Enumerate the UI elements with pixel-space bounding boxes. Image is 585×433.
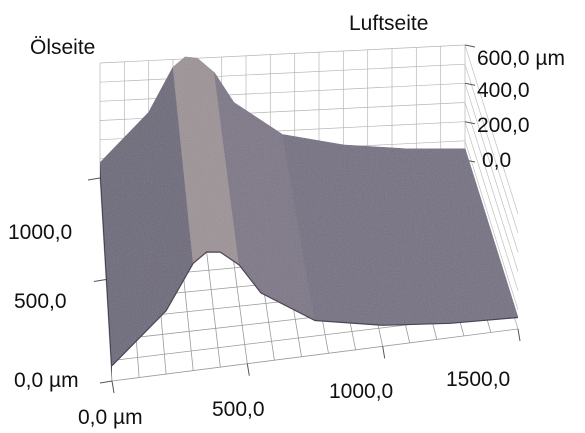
x-tick-label: 0,0 µm	[78, 406, 143, 429]
y-tick-mark	[99, 380, 113, 384]
y-tick-label: 0,0 µm	[14, 369, 79, 392]
surface-front-edge	[111, 251, 519, 367]
wall-grid-line	[464, 102, 519, 272]
x-tick-label: 1000,0	[329, 380, 394, 403]
z-tick-label: 600,0 µm	[477, 47, 565, 70]
side-label-right: Luftseite	[349, 12, 429, 35]
z-tick-label: 400,0	[477, 79, 530, 102]
wall-grid-line	[464, 140, 519, 310]
z-tick-label: 0,0	[482, 149, 512, 172]
x-tick-mark	[246, 363, 250, 376]
wall-grid-line	[99, 82, 466, 102]
floor-grid-line	[111, 328, 519, 382]
surface-side	[100, 162, 112, 381]
x-tick-label: 1500,0	[446, 368, 511, 391]
z-tick-mark	[464, 121, 476, 125]
x-tick-mark	[111, 380, 115, 394]
y-tick-label: 1000,0	[8, 221, 73, 244]
wall-grid-line	[99, 44, 466, 64]
z-tick-label: 200,0	[477, 114, 530, 137]
wall-grid-line	[464, 64, 519, 234]
y-tick-mark	[93, 279, 107, 282]
wall-grid-line	[99, 63, 466, 83]
x-tick-mark	[382, 346, 386, 359]
y-tick-label: 500,0	[14, 290, 67, 313]
x-tick-label: 500,0	[212, 398, 265, 421]
z-tick-mark	[464, 82, 476, 86]
wall-grid-line	[464, 44, 519, 215]
wall-grid-line	[464, 83, 519, 253]
wall-grid-line	[464, 121, 519, 291]
surface-mesh	[99, 56, 519, 381]
x-tick-mark	[517, 328, 521, 342]
z-tick-mark	[464, 44, 476, 48]
y-tick-mark	[87, 177, 101, 181]
side-label-left: Ölseite	[30, 36, 96, 59]
